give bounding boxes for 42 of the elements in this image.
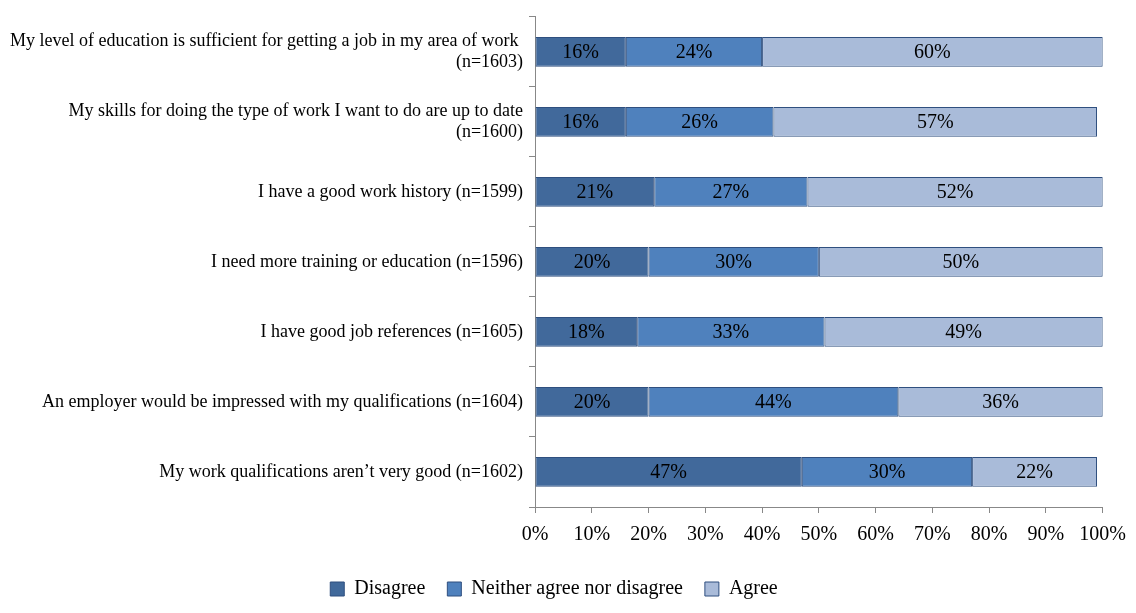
y-tick-label: My work qualifications aren’t very good (n=1602) xyxy=(159,460,524,482)
legend-label: Disagree xyxy=(354,576,426,600)
data-label: 20% xyxy=(573,390,611,413)
data-label: 47% xyxy=(650,460,688,483)
x-tick-label: 30% xyxy=(686,522,724,545)
data-label: 33% xyxy=(712,320,750,343)
x-tick-label: 10% xyxy=(573,522,611,545)
data-label: 36% xyxy=(982,390,1019,413)
y-tick-label: My skills for doing the type of work I want to do are up to date (n=1600) xyxy=(68,99,524,143)
data-label: 22% xyxy=(1016,460,1053,483)
data-label: 52% xyxy=(936,180,974,203)
data-label: 26% xyxy=(681,110,718,133)
data-label: 49% xyxy=(945,320,982,343)
y-tick-label: I have a good work history (n=1599) xyxy=(257,180,524,202)
legend-label: Agree xyxy=(728,576,778,600)
x-tick-label: 90% xyxy=(1027,522,1065,545)
data-label: 44% xyxy=(755,390,792,413)
x-tick-label: 60% xyxy=(857,522,894,545)
x-tick-label: 50% xyxy=(800,522,838,545)
data-label: 16% xyxy=(562,40,600,63)
y-tick-label: I have good job references (n=1605) xyxy=(260,320,524,342)
data-label: 24% xyxy=(675,40,713,63)
data-label: 21% xyxy=(576,180,614,203)
y-tick-label: My level of education is sufficient for getting a job in my area of work (n=1603) xyxy=(10,29,524,73)
data-label: 50% xyxy=(942,250,980,273)
x-tick-label: 20% xyxy=(630,522,667,545)
data-label: 60% xyxy=(914,40,951,63)
data-label: 30% xyxy=(868,460,906,483)
data-label: 57% xyxy=(916,110,954,133)
y-tick-label: I need more training or education (n=1596) xyxy=(210,250,524,272)
data-label: 27% xyxy=(712,180,750,203)
x-tick-label: 70% xyxy=(914,522,951,545)
x-tick-label: 0% xyxy=(521,522,549,545)
x-tick-label: 80% xyxy=(970,522,1008,545)
legend-label: Neither agree nor disagree xyxy=(471,576,684,600)
y-tick-label: An employer would be impressed with my qualifications (n=1604) xyxy=(41,390,524,412)
x-tick-label: 40% xyxy=(743,522,781,545)
data-label: 20% xyxy=(573,250,611,273)
data-label: 16% xyxy=(562,110,600,133)
x-tick-label: 100% xyxy=(1079,522,1127,545)
data-label: 18% xyxy=(568,320,605,343)
data-label: 30% xyxy=(715,250,753,273)
